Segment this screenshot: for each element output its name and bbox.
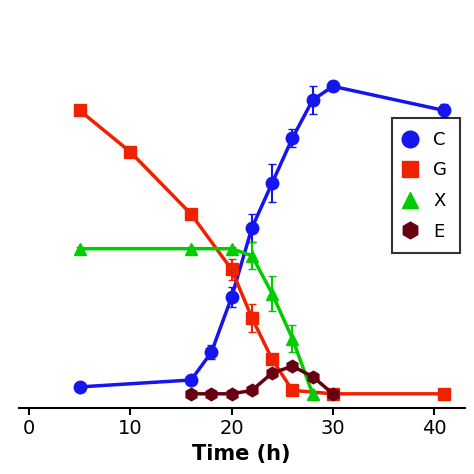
X-axis label: Time (h): Time (h): [192, 444, 291, 464]
Legend: C, G, X, E: C, G, X, E: [392, 118, 460, 254]
